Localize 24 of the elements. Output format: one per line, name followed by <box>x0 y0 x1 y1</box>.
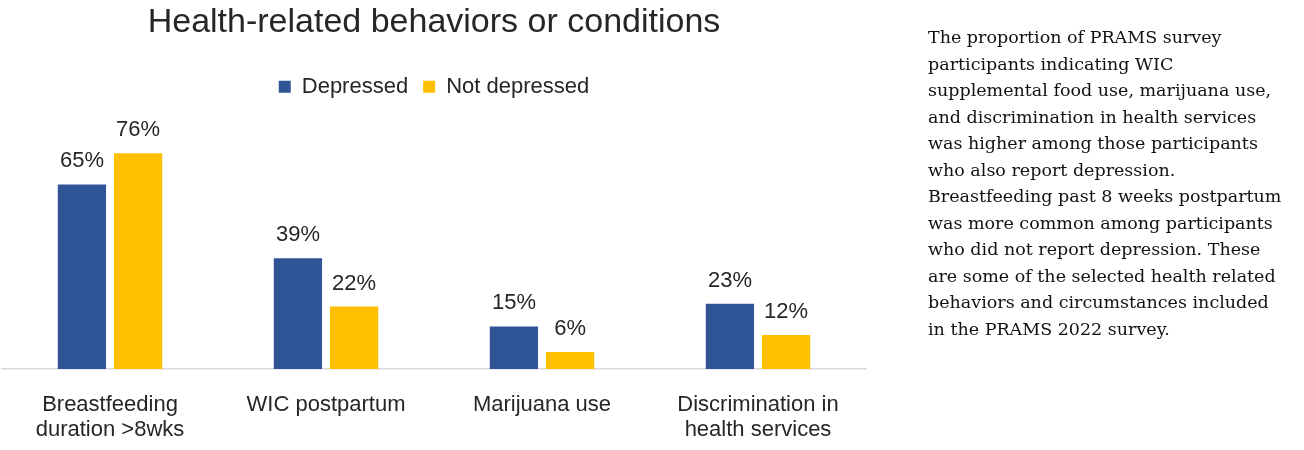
bar <box>545 351 595 369</box>
data-label: 12% <box>764 297 809 323</box>
x-tick-label: WIC postpartum <box>246 390 406 416</box>
data-label: 6% <box>554 314 586 340</box>
data-label: 15% <box>491 289 536 315</box>
chart-title: Health-related behaviors or conditions <box>147 0 721 39</box>
bar <box>489 326 539 369</box>
text: The proportion of PRAMS survey participants indicating WIC supplemental food use, marijuana use, and discrimination in health services was higher among those participants who also report depression. Breastfeeding past 8 weeks postpartum was more common among participants who did not report depression. These are some of the selected health related behaviors and circumstances included in the PRAMS 2022 survey. <box>928 27 1282 339</box>
legend-label: Not depressed <box>446 72 590 98</box>
data-label: 76% <box>116 116 161 142</box>
bar <box>113 153 163 369</box>
legend-label: Depressed <box>301 72 409 98</box>
data-label: 39% <box>275 221 320 247</box>
bar <box>329 306 379 369</box>
x-tick-label: Discrimination in health services <box>677 390 839 442</box>
data-label: 22% <box>332 269 377 295</box>
bar <box>761 334 811 369</box>
data-label: 23% <box>707 266 752 292</box>
data-label: 65% <box>59 147 104 173</box>
bar <box>705 303 755 369</box>
x-tick-label: Breastfeeding duration >8wks <box>35 390 185 442</box>
x-tick-label: Marijuana use <box>472 390 612 416</box>
bar <box>273 258 323 369</box>
bar <box>57 184 107 369</box>
